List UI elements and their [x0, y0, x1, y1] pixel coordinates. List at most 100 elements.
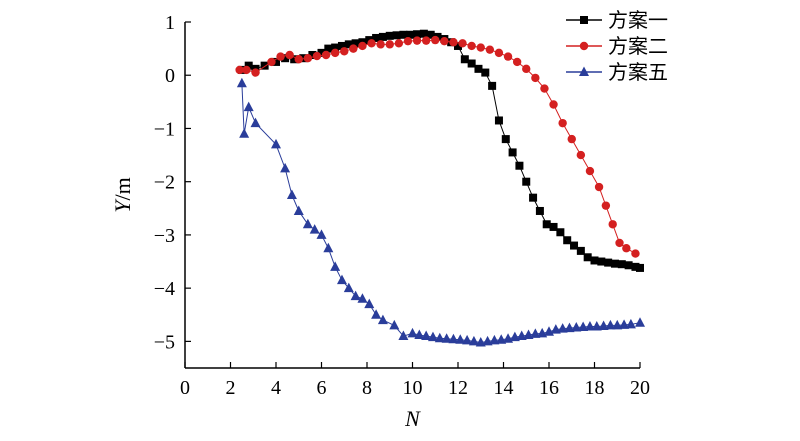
series-layer: [235, 29, 645, 347]
x-tick-label: 2: [226, 377, 236, 399]
series-circle: [235, 35, 640, 258]
data-point: [309, 224, 320, 234]
y-tick-label: −3: [154, 225, 175, 247]
data-point: [570, 241, 579, 250]
data-point: [336, 274, 347, 285]
data-point: [372, 33, 381, 42]
data-point: [316, 229, 327, 239]
data-point: [494, 48, 504, 58]
data-point: [276, 52, 285, 61]
data-point: [468, 335, 479, 346]
data-point: [272, 57, 280, 66]
data-point: [481, 68, 490, 77]
data-point: [403, 36, 413, 46]
x-tick-label: 12: [448, 377, 468, 399]
data-point: [407, 327, 418, 338]
data-point: [378, 32, 387, 41]
data-point: [440, 36, 449, 46]
data-point: [476, 43, 485, 52]
data-point: [286, 189, 297, 199]
data-point: [584, 320, 595, 331]
series-triangle: [236, 77, 645, 347]
data-point: [601, 201, 611, 210]
data-point: [597, 257, 606, 266]
data-point: [448, 333, 459, 344]
data-point: [421, 36, 431, 45]
data-point: [239, 128, 250, 138]
data-point: [351, 39, 360, 48]
data-point: [522, 177, 531, 186]
data-point: [330, 48, 340, 58]
y-tick-label: −2: [154, 172, 175, 194]
data-point: [557, 323, 568, 333]
x-tick-label: 6: [317, 377, 327, 399]
data-point: [563, 236, 572, 245]
data-point: [413, 30, 422, 39]
data-point: [515, 161, 524, 170]
data-point: [622, 244, 631, 253]
data-point: [364, 298, 375, 309]
data-point: [508, 148, 517, 157]
data-point: [317, 48, 326, 57]
data-point: [449, 38, 458, 47]
data-point: [485, 45, 495, 54]
data-point: [426, 30, 435, 39]
data-point: [579, 66, 589, 76]
data-point: [357, 293, 368, 303]
data-point: [321, 50, 331, 60]
data-point: [579, 41, 589, 51]
data-point: [467, 59, 476, 68]
data-point: [455, 334, 466, 344]
legend-label: 方案五: [608, 60, 668, 84]
data-point: [324, 44, 333, 53]
data-point: [302, 218, 313, 229]
data-point: [598, 320, 609, 330]
data-point: [385, 31, 394, 40]
data-point: [522, 64, 531, 74]
x-tick-label: 10: [403, 377, 423, 399]
data-point: [421, 330, 432, 341]
y-tick-label: −5: [154, 331, 175, 353]
data-point: [617, 260, 626, 269]
data-point: [590, 256, 599, 265]
data-point: [340, 47, 349, 56]
data-point: [516, 330, 527, 341]
data-point: [631, 249, 640, 258]
data-point: [585, 166, 595, 176]
y-tick-label: 1: [165, 12, 175, 34]
x-tick-label: 0: [180, 377, 190, 399]
data-point: [556, 228, 565, 237]
data-point: [549, 100, 558, 109]
y-tick-label: −4: [154, 278, 175, 300]
data-point: [293, 205, 304, 215]
x-tick-label: 16: [539, 377, 559, 399]
data-point: [474, 64, 483, 73]
legend-item: 方案一: [566, 8, 668, 32]
data-point: [244, 61, 253, 70]
data-point: [549, 222, 558, 231]
data-point: [530, 328, 541, 338]
data-point: [482, 335, 493, 346]
data-point: [323, 242, 334, 253]
x-tick-label: 18: [585, 377, 605, 399]
data-point: [260, 61, 269, 70]
data-point: [631, 262, 640, 271]
data-point: [392, 31, 401, 40]
data-point: [414, 329, 425, 339]
data-point: [406, 30, 415, 39]
y-tick-label: 0: [165, 65, 175, 87]
data-point: [236, 77, 247, 88]
series-square: [237, 29, 644, 272]
data-point: [624, 261, 633, 270]
x-tick-label: 20: [630, 377, 650, 399]
x-axis-title: N: [404, 406, 421, 431]
data-point: [371, 309, 382, 319]
data-point: [280, 162, 291, 173]
data-point: [608, 220, 617, 229]
data-point: [427, 331, 438, 342]
data-point: [542, 220, 551, 229]
data-point: [550, 324, 561, 334]
data-point: [394, 39, 404, 48]
data-point: [529, 193, 538, 202]
x-axis-ticks: 0 2 4 6 8 10 12 14 16 18 20: [180, 362, 650, 399]
